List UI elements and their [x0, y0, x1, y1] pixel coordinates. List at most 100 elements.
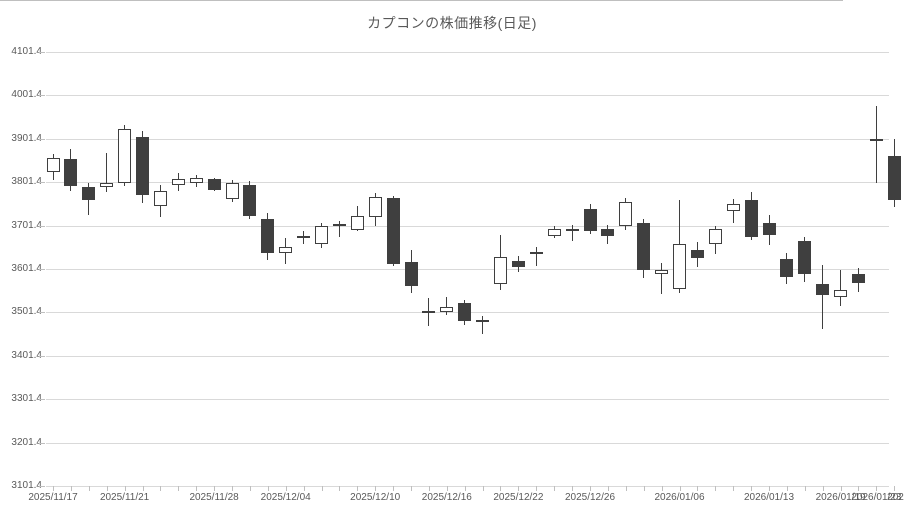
x-axis-tick — [71, 486, 72, 491]
x-axis-tick — [715, 486, 716, 491]
x-axis-ticks — [46, 486, 895, 492]
candlestick — [440, 52, 454, 486]
candle-body — [887, 155, 901, 201]
x-axis-label: 2026/01/23 — [851, 492, 902, 503]
x-axis-tick — [107, 486, 108, 491]
x-axis-tick — [662, 486, 663, 491]
candle-body — [207, 179, 221, 190]
candlestick — [887, 52, 901, 486]
candlestick — [82, 52, 96, 486]
candlestick — [673, 52, 686, 486]
candle-body — [690, 249, 704, 259]
candle-body — [726, 203, 740, 211]
candle-body — [798, 240, 812, 274]
x-axis-tick — [465, 486, 466, 491]
x-axis-tick — [178, 486, 179, 491]
candle-body — [744, 200, 758, 237]
y-axis-tick — [39, 269, 45, 270]
x-axis-tick — [322, 486, 323, 491]
candlestick — [780, 52, 794, 486]
candlestick — [655, 52, 669, 486]
x-axis-tick — [483, 486, 484, 491]
candle-body — [422, 311, 436, 314]
candle-body — [153, 191, 167, 207]
gridline — [46, 52, 889, 53]
y-axis-tick — [39, 52, 45, 53]
x-axis-tick — [429, 486, 430, 491]
y-axis-tick — [39, 225, 45, 227]
candle-body — [834, 290, 848, 298]
candlestick — [118, 52, 132, 486]
candlestick — [386, 52, 400, 486]
candle-wick — [446, 296, 448, 315]
candle-body — [315, 226, 328, 244]
x-axis-tick — [286, 486, 287, 491]
y-axis-tick — [39, 182, 45, 184]
candlestick — [494, 52, 507, 486]
candlestick — [690, 52, 704, 486]
plot-area — [39, 52, 901, 487]
candlestick — [171, 52, 185, 486]
y-axis-label: 4001.4 — [11, 89, 42, 101]
y-axis-tick — [39, 95, 45, 97]
x-axis-label: 2025/11/21 — [99, 492, 150, 503]
candle-body — [332, 224, 346, 227]
x-axis-tick — [590, 486, 591, 491]
gridline — [46, 355, 889, 357]
y-axis-label: 3101.4 — [11, 480, 42, 491]
gridline — [46, 225, 889, 227]
chart-title: カプコンの株価推移(日足) — [367, 15, 537, 31]
candle-wick — [875, 106, 877, 183]
candle-body — [476, 319, 490, 322]
candlestick — [852, 52, 865, 486]
candlestick — [476, 52, 490, 486]
x-axis-label: 2026/01/06 — [654, 492, 705, 503]
x-axis-tick — [680, 486, 681, 491]
y-axis-labels: 4101.4 4001.4 3901.4 3801.4 3701.4 3601.4 3501… — [0, 46, 42, 491]
candle-body — [82, 187, 96, 201]
candlestick — [762, 52, 776, 486]
candle-body — [261, 219, 275, 254]
x-axis-tick — [894, 486, 895, 491]
y-axis-tick — [39, 486, 45, 487]
y-axis-tick — [39, 442, 45, 444]
candlestick — [834, 52, 848, 486]
x-axis-labels: 2025/11/17 2025/11/21 2025/11/28 2025/12/04… — [0, 492, 904, 512]
candlestick — [243, 52, 257, 486]
candle-wick — [661, 262, 663, 294]
candle-body — [869, 138, 883, 141]
candle-body — [673, 244, 686, 289]
x-axis-tick — [697, 486, 698, 491]
x-axis-tick — [411, 486, 412, 491]
candlestick — [583, 52, 597, 486]
gridline — [46, 138, 889, 140]
candle-body — [852, 273, 865, 284]
gridline — [46, 269, 889, 270]
candlestick — [869, 52, 883, 486]
y-axis-label: 3201.4 — [11, 436, 42, 448]
candle-body — [655, 269, 669, 274]
x-axis-label: 2026/01/13 — [743, 492, 795, 503]
x-axis-tick — [375, 486, 376, 491]
candlestick — [708, 52, 722, 486]
candle-body — [440, 306, 454, 313]
candle-body — [619, 201, 633, 227]
x-axis-tick — [769, 486, 770, 491]
candlestick — [619, 52, 633, 486]
candle-wick — [822, 265, 824, 330]
candle-wick — [535, 247, 537, 267]
candlestick — [225, 52, 239, 486]
x-axis-tick — [143, 486, 144, 491]
gridline — [46, 95, 889, 97]
candle-body — [225, 182, 239, 200]
candle-body — [279, 247, 293, 254]
candle-body — [386, 197, 400, 264]
y-axis-tick — [39, 138, 45, 140]
candle-body — [64, 158, 78, 187]
x-axis-label: 2025/12/10 — [350, 492, 401, 503]
y-axis-label: 3901.4 — [11, 132, 42, 144]
y-axis-label: 4101.4 — [11, 46, 42, 57]
candlestick — [297, 52, 311, 486]
candlestick — [458, 52, 472, 486]
candlestick — [547, 52, 561, 486]
